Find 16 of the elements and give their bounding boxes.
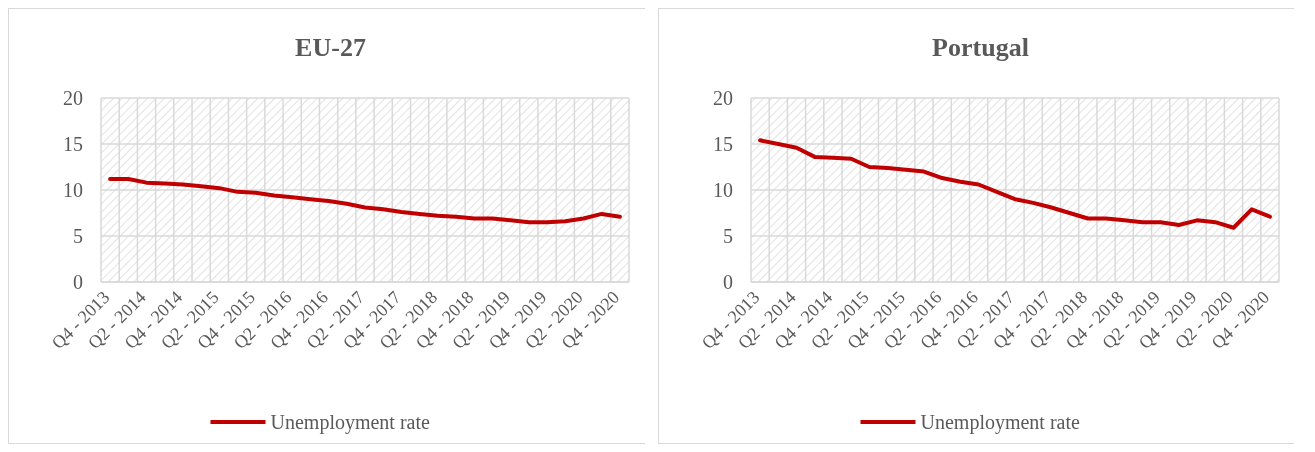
line-series <box>757 138 1272 230</box>
legend-label: Unemployment rate <box>270 411 431 434</box>
y-tick-label: 20 <box>63 87 83 109</box>
line-series <box>108 176 622 225</box>
y-tick-label: 0 <box>722 271 733 293</box>
y-tick-label: 15 <box>63 133 83 155</box>
legend-label: Unemployment rate <box>920 411 1080 434</box>
y-tick-label: 0 <box>73 271 83 293</box>
y-tick-label: 5 <box>722 225 733 247</box>
y-tick-label: 20 <box>712 87 733 109</box>
chart-title: Portugal <box>931 33 1029 62</box>
y-tick-label: 5 <box>73 225 83 247</box>
y-tick-label: 15 <box>712 133 733 155</box>
y-tick-label: 10 <box>63 179 83 201</box>
y-tick-label: 10 <box>712 179 733 201</box>
chart-title: EU-27 <box>295 33 366 62</box>
